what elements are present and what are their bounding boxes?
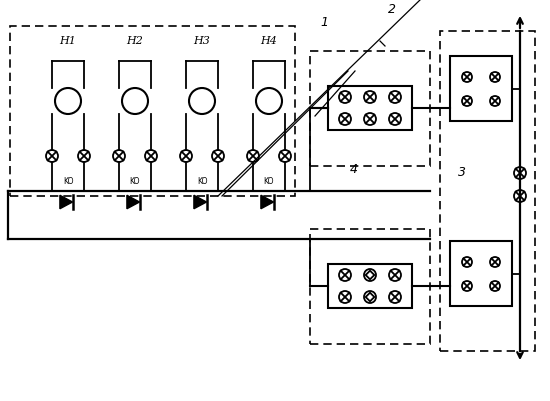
Text: 3: 3	[458, 166, 466, 179]
Bar	[450, 56, 512, 121]
Bar	[328, 264, 412, 308]
Text: KO: KO	[197, 177, 207, 186]
Polygon shape	[194, 195, 206, 209]
Bar	[310, 51, 430, 166]
Text: H4: H4	[261, 36, 277, 46]
Text: 2: 2	[388, 3, 396, 16]
Text: H3: H3	[194, 36, 211, 46]
Bar	[310, 229, 430, 344]
Text: H2: H2	[126, 36, 144, 46]
Text: KO: KO	[63, 177, 73, 186]
Polygon shape	[127, 195, 140, 209]
Text: H1: H1	[59, 36, 76, 46]
Polygon shape	[261, 195, 273, 209]
Text: 4: 4	[350, 163, 358, 176]
Bar	[440, 31, 535, 351]
Polygon shape	[60, 195, 73, 209]
Text: 1: 1	[320, 16, 328, 29]
Text: KO: KO	[130, 177, 140, 186]
Bar	[328, 86, 412, 130]
Bar	[10, 26, 295, 196]
Bar	[450, 241, 512, 306]
Text: KO: KO	[264, 177, 274, 186]
